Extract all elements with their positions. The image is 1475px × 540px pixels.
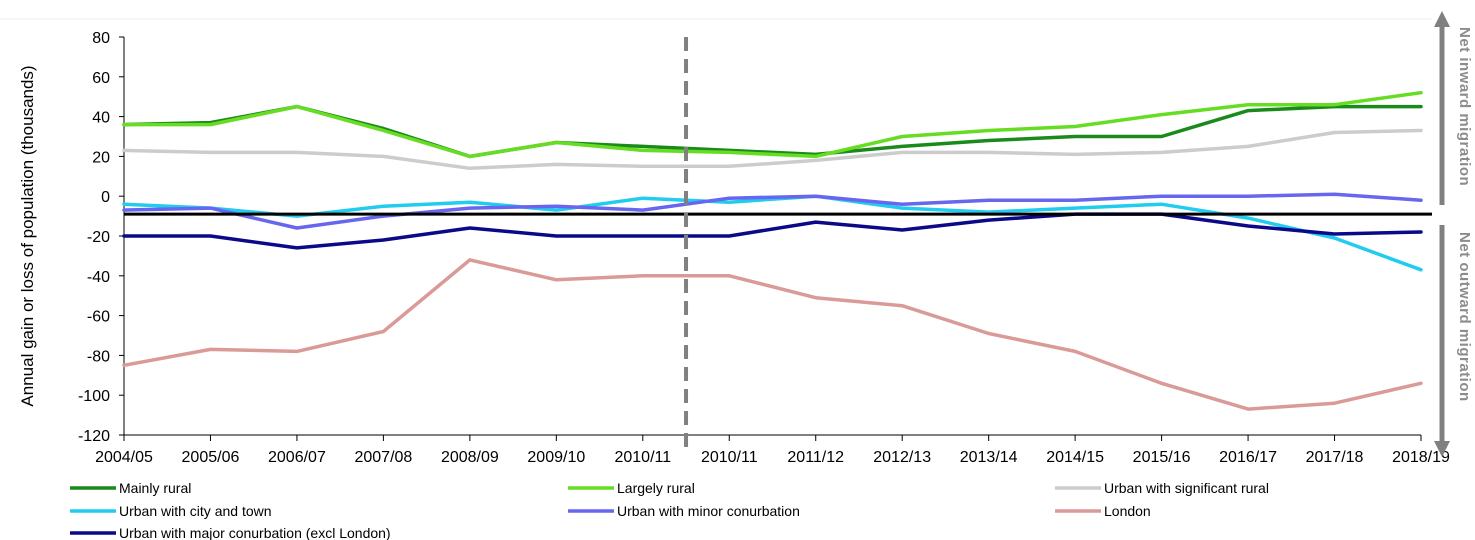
net-outward-migration-label: Net outward migration (1456, 232, 1473, 402)
series-line-4 (122, 192, 1423, 230)
y-tick-label: -100 (78, 388, 110, 405)
x-tick-label: 2012/13 (873, 449, 931, 466)
x-tick-label: 2017/18 (1306, 449, 1364, 466)
y-tick-label: 40 (92, 110, 110, 127)
y-tick-label: 0 (101, 189, 110, 206)
legend-label-0: Mainly rural (119, 480, 191, 496)
x-tick-label: 2006/07 (268, 449, 326, 466)
y-tick-label: -20 (87, 229, 110, 246)
x-tick-label: 2015/16 (1133, 449, 1191, 466)
legend: Mainly rural Largely rural Urban with sign… (70, 480, 1269, 540)
series-line-3 (122, 194, 1423, 272)
axes (0, 18, 1432, 441)
series-line-5 (122, 258, 1423, 411)
x-tick-label: 2014/15 (1046, 449, 1104, 466)
legend-label-5: London (1104, 503, 1151, 519)
legend-label-2: Urban with significant rural (1104, 480, 1269, 496)
x-tick-label: 2013/14 (960, 449, 1018, 466)
x-tick-label: 2010/11 (701, 449, 758, 466)
axis-labels: 80 60 40 20 0 -20 -40 -60 -80 -100 -120 2004/05 2005… (18, 30, 1450, 466)
series-line-1 (122, 90, 1423, 159)
reference-lines (124, 37, 1432, 449)
y-tick-label: -120 (78, 428, 110, 445)
series-line-6 (122, 212, 1423, 250)
legend-label-4: Urban with minor conurbation (617, 503, 800, 519)
x-tick-label: 2016/17 (1219, 449, 1277, 466)
y-tick-label: -40 (87, 269, 110, 286)
y-tick-label: 60 (92, 70, 110, 87)
outward-arrow-head-icon (1434, 441, 1450, 457)
x-tick-label: 2010/11 (614, 449, 671, 466)
legend-label-1: Largely rural (617, 480, 695, 496)
legend-label-3: Urban with city and town (119, 503, 272, 519)
y-tick-label: 80 (92, 30, 110, 47)
x-tick-label: 2004/05 (95, 449, 153, 466)
x-tick-label: 2009/10 (527, 449, 585, 466)
x-tick-label: 2005/06 (182, 449, 240, 466)
y-tick-label: -60 (87, 309, 110, 326)
x-tick-label: 2011/12 (787, 449, 844, 466)
x-tick-label: 2018/19 (1392, 449, 1450, 466)
y-tick-label: -80 (87, 348, 110, 365)
x-tick-label: 2008/09 (441, 449, 499, 466)
legend-label-6: Urban with major conurbation (excl Londo… (119, 525, 391, 540)
series-lines (122, 90, 1423, 411)
side-annotations: Net inward migration Net outward migratio… (1434, 11, 1473, 457)
y-axis-title: Annual gain or loss of population (thous… (18, 65, 37, 406)
x-tick-label: 2007/08 (354, 449, 412, 466)
series-line-2 (122, 128, 1423, 171)
inward-arrow-head-icon (1434, 11, 1450, 27)
net-inward-migration-label: Net inward migration (1456, 27, 1473, 186)
y-tick-label: 20 (92, 149, 110, 166)
